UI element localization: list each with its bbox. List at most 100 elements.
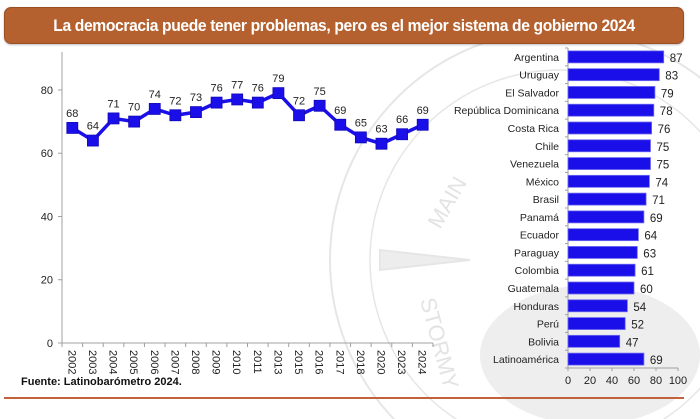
data-label: 74 [655,177,668,189]
bar [567,121,652,135]
data-point [272,87,285,100]
bottom-rule [4,397,684,399]
data-point [251,96,264,109]
x-tick-label: 2018 [354,350,366,374]
x-tick-label: 2009 [210,350,222,374]
bar [567,281,635,295]
data-label: 65 [355,117,367,129]
category-label: Brasil [533,194,559,206]
bar [567,210,645,224]
data-label: 63 [375,124,387,136]
value-tick-label: 100 [669,375,687,387]
data-label: 54 [633,302,646,314]
data-label: 63 [643,248,656,260]
category-label: Honduras [513,301,559,313]
data-label: 64 [644,231,657,243]
category-label: Costa Rica [508,123,560,135]
data-point [148,103,161,115]
x-tick-label: 2005 [127,350,139,374]
y-tick-label: 80 [41,85,53,97]
data-point [107,112,120,125]
data-label: 69 [417,105,429,117]
data-label: 79 [661,88,674,100]
data-label: 72 [169,95,181,107]
y-tick-label: 40 [41,211,53,223]
bar [567,192,647,206]
data-label: 75 [314,86,326,98]
x-tick-label: 2006 [148,350,160,374]
bar [567,103,655,117]
bar [567,157,651,170]
category-label: Panamá [520,212,559,224]
data-label: 69 [650,213,663,225]
category-label: Ecuador [520,230,560,242]
bar [567,86,656,99]
data-label: 47 [626,337,639,349]
title-bar: La democracia puede tener problemas, per… [4,7,684,44]
page-title: La democracia puede tener problemas, per… [53,15,635,35]
value-tick-label: 0 [565,375,571,387]
data-label: 61 [641,266,654,278]
data-label: 76 [252,83,264,95]
value-tick-label: 80 [650,375,662,387]
bar [567,299,628,313]
bar [567,334,621,348]
x-tick-label: 2004 [107,350,119,374]
data-label: 75 [657,142,670,154]
data-point [293,109,305,122]
data-point [334,118,347,131]
source-note: Fuente: Latinobarómetro 2024. [21,376,182,388]
data-label: 64 [87,121,99,133]
data-label: 70 [128,102,140,114]
category-label: República Dominicana [454,105,559,117]
x-tick-label: 2013 [271,350,283,374]
x-tick-label: 2023 [395,350,407,374]
bar [567,352,645,366]
data-point [66,122,79,134]
data-label: 52 [631,320,644,332]
y-tick-label: 20 [41,275,53,287]
bar [567,317,626,330]
x-tick-label: 2024 [416,350,428,374]
bar [567,68,660,82]
category-label: Uruguay [519,70,559,82]
data-label: 69 [334,105,346,117]
bar [567,50,665,64]
category-label: Colombia [515,265,560,277]
series-line [71,91,424,146]
value-tick-label: 40 [606,375,618,387]
x-tick-label: 2002 [65,350,77,374]
data-point [313,99,326,112]
data-label: 87 [670,53,683,65]
data-point [87,134,99,147]
data-point [375,137,388,150]
bar-chart: 0 20 40 60 80 100 Argentina 87 Uruguay 83 El Salva… [454,47,687,387]
data-label: 71 [652,195,665,207]
x-tick-label: 2007 [168,350,180,374]
data-point [210,96,223,109]
data-point [354,131,367,144]
category-label: Paraguay [514,247,560,259]
data-label: 72 [293,95,305,107]
data-point [128,115,141,128]
data-label: 71 [107,98,119,110]
data-label: 60 [640,284,653,296]
category-label: El Salvador [505,87,559,99]
value-tick-label: 60 [628,375,640,387]
data-label: 83 [665,71,678,83]
x-tick-label: 2017 [333,350,345,374]
bar [567,228,639,242]
data-point [416,118,429,131]
data-label: 69 [650,355,663,367]
x-tick-label: 2003 [86,350,98,374]
x-tick-label: 2011 [251,350,263,374]
category-label: Guatemala [508,283,560,295]
x-tick-label: 2016 [313,350,325,374]
data-label: 76 [658,124,671,136]
category-label: Bolivia [528,336,559,348]
category-label: Perú [537,319,559,331]
x-tick-label: 2015 [292,350,304,374]
category-label: Argentina [514,52,559,64]
